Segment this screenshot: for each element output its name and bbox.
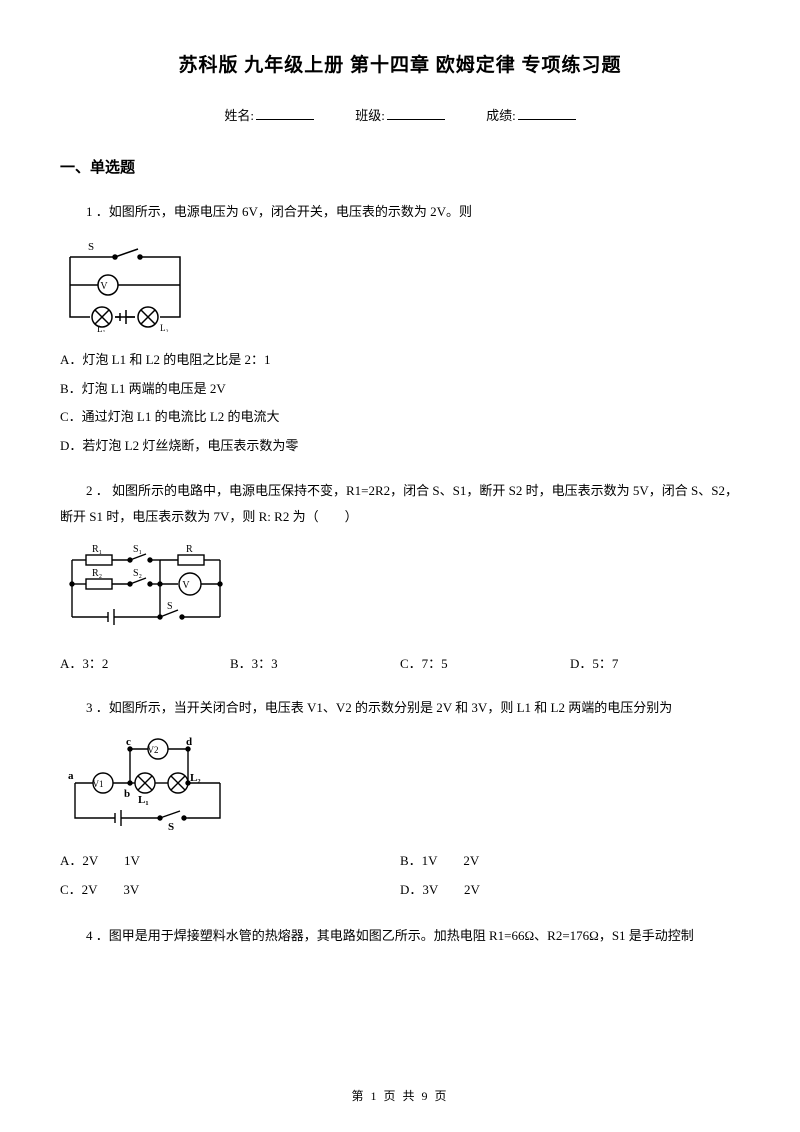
q2-options: A．3：2 B．3：3 C．7：5 D．5：7 [60, 651, 740, 677]
q3-stem: 3 ．如图所示，当开关闭合时，电压表 V1、V2 的示数分别是 2V 和 3V，… [60, 695, 740, 721]
name-label: 姓名: [224, 105, 254, 124]
q3-label-b: b [124, 788, 130, 800]
q1-opt-a: A．灯泡 L1 和 L2 的电阻之比是 2：1 [60, 346, 740, 375]
q2-label-v: V [182, 580, 190, 591]
q3-label-s: S [168, 821, 174, 833]
q3-opt-d: D．3V 2V [400, 876, 740, 905]
q2-opt-d: D．5：7 [570, 651, 740, 677]
score-blank [518, 119, 576, 120]
q3-options: A．2V 1V B．1V 2V C．2V 3V D．3V 2V [60, 847, 740, 904]
q3-circuit-diagram: a b c d V1 V2 L₁ L₂ S [60, 733, 235, 833]
page-footer: 第 1 页 共 9 页 [0, 1087, 800, 1104]
q2-stem: 2 ． 如图所示的电路中，电源电压保持不变，R1=2R2，闭合 S、S1，断开 … [60, 478, 740, 530]
q1-opt-d: D．若灯泡 L2 灯丝烧断，电压表示数为零 [60, 432, 740, 461]
name-blank [256, 119, 314, 120]
q1-opt-b: B．灯泡 L1 两端的电压是 2V [60, 375, 740, 404]
q2-opt-b: B．3：3 [230, 651, 400, 677]
q2-opt-a: A．3：2 [60, 651, 230, 677]
q2-label-s2: S₂ [133, 568, 142, 579]
q1-label-l2: L₂ [160, 323, 169, 332]
q3-opt-a: A．2V 1V [60, 847, 400, 876]
q2-label-s: S [167, 601, 173, 612]
page-title: 苏科版 九年级上册 第十四章 欧姆定律 专项练习题 [60, 50, 740, 77]
student-info-row: 姓名: 班级: 成绩: [60, 105, 740, 124]
q1-circuit-diagram: S V L₁ L₂ [60, 237, 195, 332]
q3-label-c: c [126, 736, 131, 748]
q1-opt-c: C．通过灯泡 L1 的电流比 L2 的电流大 [60, 403, 740, 432]
q1-label-v: V [100, 281, 108, 292]
section-header-1: 一、单选题 [60, 156, 740, 177]
q3-label-d: d [186, 736, 192, 748]
q2-circuit-diagram: R₁ S₁ R R₂ S₂ V S [60, 542, 235, 637]
q4-stem: 4 ．图甲是用于焊接塑料水管的热熔器，其电路如图乙所示。加热电阻 R1=66Ω、… [60, 923, 740, 949]
q2-opt-c: C．7：5 [400, 651, 570, 677]
q1-label-s: S [88, 241, 94, 253]
class-blank [387, 119, 445, 120]
q3-opt-b: B．1V 2V [400, 847, 740, 876]
q3-label-v1: V1 [93, 779, 104, 789]
q1-label-l1: L₁ [97, 324, 106, 332]
score-label: 成绩: [486, 105, 516, 124]
q1-stem: 1 ．如图所示，电源电压为 6V，闭合开关，电压表的示数为 2V。则 [60, 199, 740, 225]
q3-label-l2: L₂ [190, 772, 201, 784]
q2-label-r: R [186, 544, 193, 555]
q3-label-a: a [68, 770, 74, 782]
q3-label-l1: L₁ [138, 794, 149, 806]
q1-options: A．灯泡 L1 和 L2 的电阻之比是 2：1 B．灯泡 L1 两端的电压是 2… [60, 346, 740, 460]
class-label: 班级: [355, 105, 385, 124]
q2-label-s1: S₁ [133, 544, 142, 555]
q2-label-r1: R₁ [92, 544, 102, 555]
q2-label-r2: R₂ [92, 568, 102, 579]
q3-label-v2: V2 [148, 745, 159, 755]
q3-opt-c: C．2V 3V [60, 876, 400, 905]
